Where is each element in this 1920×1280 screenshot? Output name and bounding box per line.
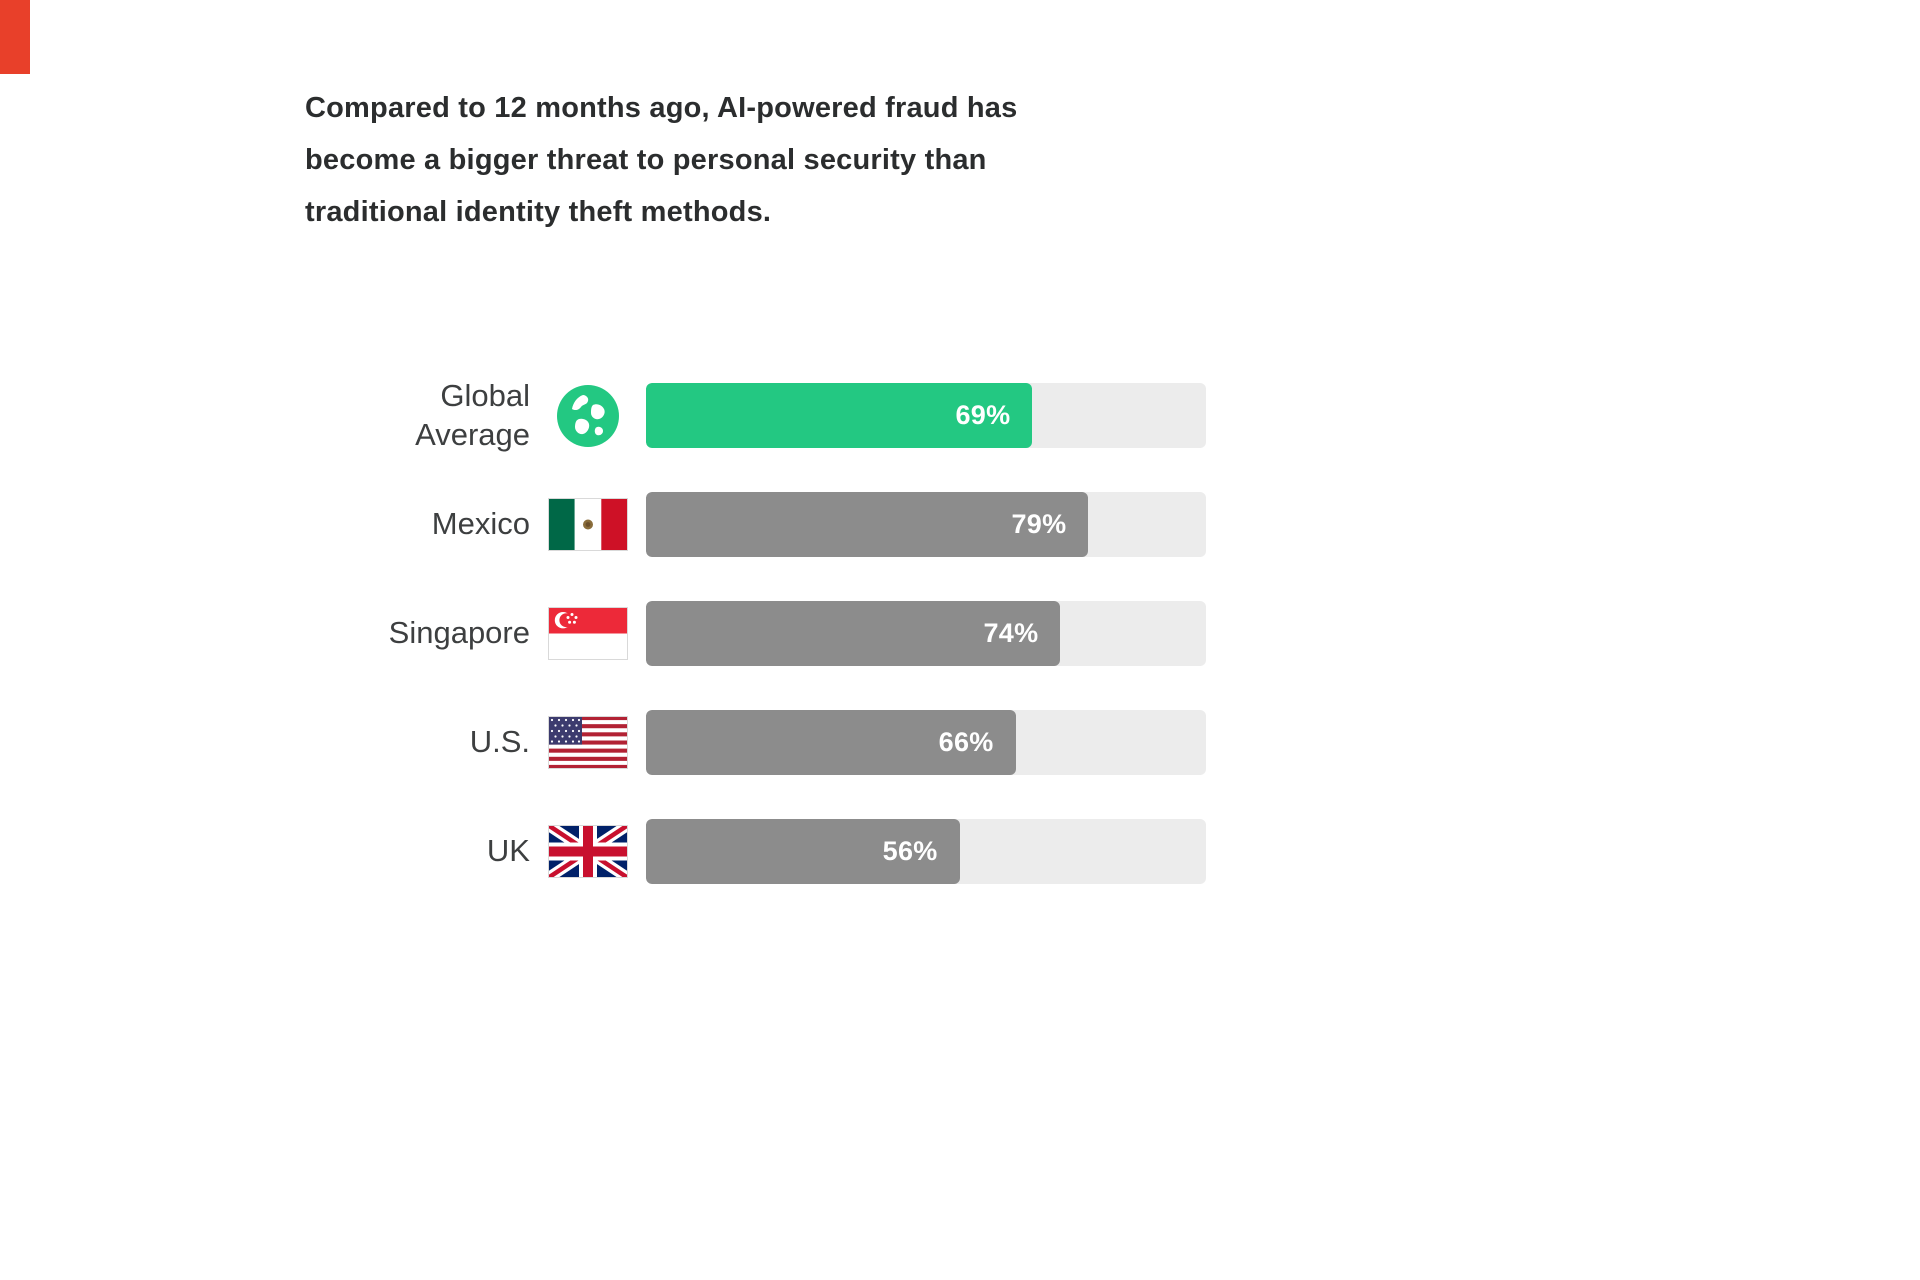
- bar-value-label: 74%: [983, 618, 1039, 648]
- bar-row-global-average: Global Average 69%: [340, 378, 1206, 452]
- flag-mexico-icon: [548, 494, 628, 556]
- bar-track: 56%: [646, 819, 1206, 884]
- bar-chart: Global Average 69% Mexico: [340, 378, 1206, 884]
- flag-uk-icon: [548, 821, 628, 883]
- headline-line-1: Compared to 12 months ago, AI-powered fr…: [305, 92, 1018, 124]
- bar-track: 79%: [646, 492, 1206, 557]
- globe-icon: [548, 384, 628, 447]
- row-label: Mexico: [431, 506, 530, 542]
- bar-track: 66%: [646, 710, 1206, 775]
- bar-fill: 56%: [646, 819, 960, 884]
- bar-row-mexico: Mexico 79%: [340, 492, 1206, 557]
- bar-fill: 79%: [646, 492, 1089, 557]
- bar-value-label: 56%: [882, 836, 938, 866]
- flag-singapore-icon: [548, 603, 628, 665]
- chart-headline: Compared to 12 months ago, AI-powered fr…: [305, 82, 1017, 238]
- row-label: UK: [486, 833, 530, 869]
- row-label: Global Average: [415, 377, 530, 452]
- bar-value-label: 79%: [1011, 509, 1067, 539]
- row-label: Singapore: [388, 615, 530, 651]
- bar-row-us: U.S.: [340, 710, 1206, 775]
- bar-track: 69%: [646, 383, 1206, 448]
- red-corner-mark: [0, 0, 30, 74]
- headline-line-3: traditional identity theft methods.: [305, 196, 772, 228]
- bar-row-singapore: Singapore 74%: [340, 601, 1206, 666]
- bar-fill: 66%: [646, 710, 1016, 775]
- row-label: U.S.: [469, 724, 530, 760]
- flag-us-icon: [548, 712, 628, 774]
- bar-value-label: 66%: [938, 727, 994, 757]
- bar-fill: 69%: [646, 383, 1033, 448]
- bar-fill: 74%: [646, 601, 1061, 666]
- bar-track: 74%: [646, 601, 1206, 666]
- headline-line-2: become a bigger threat to personal secur…: [305, 144, 987, 176]
- bar-value-label: 69%: [955, 400, 1011, 430]
- bar-row-uk: UK 56%: [340, 819, 1206, 884]
